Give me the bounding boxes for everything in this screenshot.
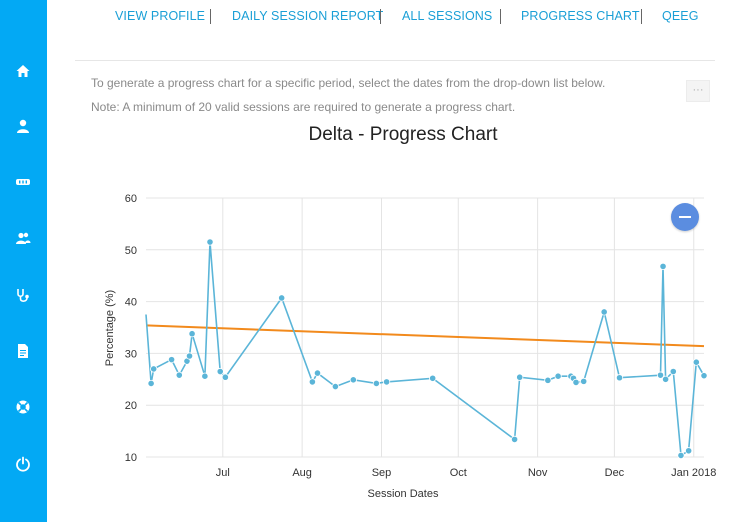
divider — [75, 60, 715, 61]
data-point[interactable] — [615, 374, 624, 382]
y-tick-label: 60 — [125, 193, 137, 205]
data-point[interactable] — [221, 373, 229, 381]
data-point[interactable] — [167, 356, 176, 364]
y-tick-label: 10 — [125, 452, 137, 464]
data-point[interactable] — [372, 379, 380, 388]
data-point[interactable] — [669, 367, 677, 376]
data-point[interactable] — [554, 372, 562, 380]
data-point[interactable] — [580, 377, 588, 385]
chart-title: Delta - Progress Chart — [308, 124, 498, 145]
chart-menu-button[interactable]: ··· — [686, 80, 710, 102]
data-point[interactable] — [331, 382, 340, 391]
nav-separator — [641, 9, 642, 24]
data-point[interactable] — [147, 379, 155, 388]
data-point[interactable] — [516, 373, 524, 381]
minimum-sessions-note: Note: A minimum of 20 valid sessions are… — [91, 100, 516, 114]
instruction-text: To generate a progress chart for a speci… — [91, 76, 606, 90]
data-point[interactable] — [349, 376, 357, 384]
data-point[interactable] — [216, 367, 224, 376]
nav-separator — [210, 9, 211, 24]
power-icon[interactable] — [11, 452, 35, 476]
data-point[interactable] — [188, 330, 196, 338]
nav-view-profile[interactable]: VIEW PROFILE — [115, 9, 206, 23]
data-point[interactable] — [206, 238, 214, 246]
data-point[interactable] — [662, 375, 670, 383]
data-point[interactable] — [544, 376, 552, 384]
nav-progress-chart[interactable]: PROGRESS CHART — [521, 9, 640, 23]
data-point[interactable] — [313, 369, 322, 377]
data-point[interactable] — [656, 371, 665, 379]
nav-daily-session-report[interactable]: DAILY SESSION REPORT — [232, 9, 384, 23]
data-point[interactable] — [150, 365, 158, 373]
stethoscope-icon[interactable] — [11, 283, 35, 307]
y-tick-label: 30 — [125, 348, 137, 360]
user-icon[interactable] — [11, 114, 35, 138]
top-nav: VIEW PROFILE DAILY SESSION REPORT ALL SE… — [95, 0, 715, 34]
data-point[interactable] — [510, 435, 519, 443]
data-point[interactable] — [600, 308, 608, 316]
data-point[interactable] — [278, 294, 286, 302]
data-point[interactable] — [685, 447, 693, 455]
y-tick-label: 20 — [125, 400, 137, 412]
y-tick-label: 40 — [125, 297, 137, 309]
document-icon[interactable] — [11, 339, 35, 363]
equipment-icon[interactable] — [11, 170, 35, 194]
data-point[interactable] — [201, 372, 209, 380]
x-tick-label: Nov — [528, 467, 548, 479]
data-point[interactable] — [175, 371, 183, 379]
nav-separator — [380, 9, 381, 24]
series-line — [145, 241, 705, 457]
data-point[interactable] — [429, 374, 437, 382]
data-point[interactable] — [692, 358, 700, 366]
x-axis-label: Session Dates — [368, 488, 439, 500]
zoom-out-button[interactable] — [671, 203, 699, 231]
x-tick-label: Jul — [216, 467, 230, 479]
trend-line — [145, 324, 705, 348]
data-point[interactable] — [572, 378, 580, 387]
support-icon[interactable] — [11, 395, 35, 419]
x-tick-label: Dec — [605, 467, 625, 479]
x-tick-label: Aug — [292, 467, 312, 479]
nav-all-sessions[interactable]: ALL SESSIONS — [402, 9, 493, 23]
data-point[interactable] — [659, 262, 667, 270]
y-tick-label: 50 — [125, 245, 137, 257]
home-icon[interactable] — [11, 59, 35, 83]
nav-qeeg[interactable]: QEEG — [662, 9, 699, 23]
x-tick-label: Jan 2018 — [671, 467, 716, 479]
nav-separator — [500, 9, 501, 24]
data-point[interactable] — [677, 451, 685, 460]
x-tick-label: Oct — [450, 467, 467, 479]
users-icon[interactable] — [11, 226, 35, 250]
data-point[interactable] — [383, 378, 391, 386]
x-tick-label: Sep — [372, 467, 392, 479]
sidebar — [0, 0, 47, 522]
data-point[interactable] — [185, 352, 194, 360]
minus-icon — [679, 216, 691, 218]
y-axis-label: Percentage (%) — [104, 290, 116, 366]
data-point[interactable] — [700, 372, 708, 380]
data-point[interactable] — [308, 378, 316, 386]
